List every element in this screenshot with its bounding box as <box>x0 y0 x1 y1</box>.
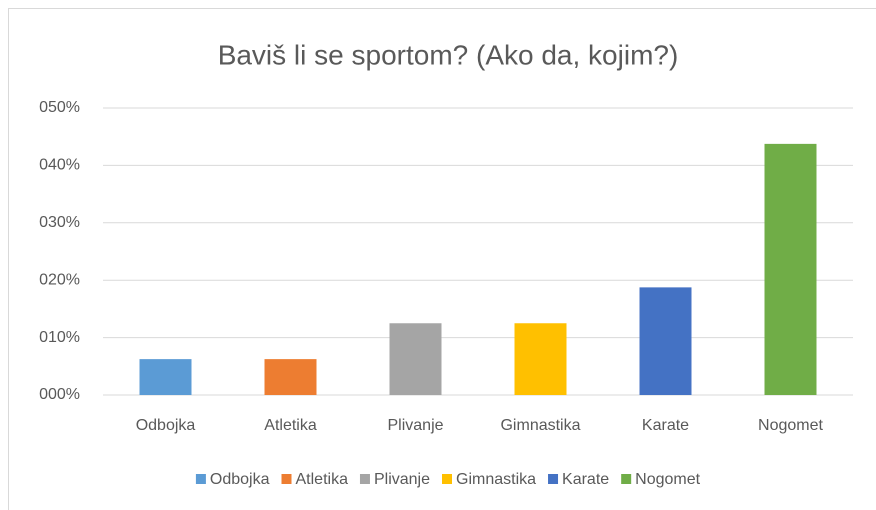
x-tick-label: Nogomet <box>758 417 823 434</box>
legend-swatch <box>359 474 370 484</box>
legend: Odbojka Atletika Plivanje Gimnastika Karate N… <box>195 471 701 488</box>
chart-border <box>8 8 876 510</box>
bar <box>639 287 692 395</box>
bar <box>764 143 817 395</box>
y-tick-label: 020% <box>39 271 80 288</box>
legend-swatch <box>442 474 452 484</box>
bar <box>389 323 442 395</box>
x-tick-label: Odbojka <box>136 417 196 434</box>
bar <box>264 359 317 395</box>
y-tick-label: 000% <box>39 386 80 403</box>
y-tick-label: 030% <box>39 214 80 231</box>
legend-swatch <box>548 474 559 484</box>
legend-label: Odbojka <box>210 471 270 488</box>
x-tick-label: Gimnastika <box>500 417 580 434</box>
x-tick-label: Atletika <box>264 417 317 434</box>
legend-label: Atletika <box>296 471 349 488</box>
y-tick-label: 040% <box>39 157 80 174</box>
bar <box>514 323 567 395</box>
x-tick-label: Plivanje <box>387 417 443 434</box>
x-tick-label: Karate <box>642 417 689 434</box>
legend-swatch <box>281 474 292 484</box>
chart-title: Baviš li se sportom? (Ako da, kojim?) <box>218 39 679 70</box>
legend-label: Plivanje <box>374 471 430 488</box>
y-tick-label: 010% <box>39 329 80 346</box>
legend-swatch <box>621 474 632 484</box>
bar <box>139 359 192 395</box>
y-tick-label: 050% <box>39 99 80 116</box>
legend-label: Gimnastika <box>456 471 536 488</box>
legend-label: Nogomet <box>635 471 700 488</box>
legend-label: Karate <box>562 471 609 488</box>
legend-swatch <box>195 474 206 484</box>
